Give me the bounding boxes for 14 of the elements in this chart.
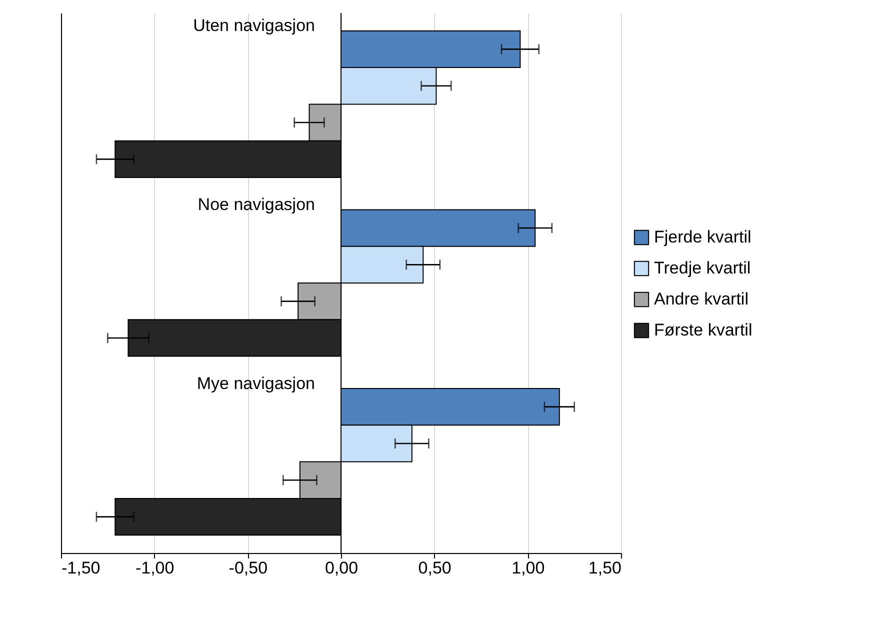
x-tick-label: -1,50	[62, 558, 100, 578]
x-tick-label: 0,00	[324, 558, 358, 578]
y-tick-label: Mye navigasjon	[196, 374, 315, 393]
x-tick-label: 1,00	[512, 558, 545, 578]
legend-label: Tredje kvartil	[654, 258, 751, 278]
legend-label: Første kvartil	[654, 320, 752, 340]
x-tick-label: 1,50	[588, 558, 622, 578]
x-tick-label: 0,50	[418, 558, 452, 578]
legend-label: Fjerde kvartil	[654, 228, 752, 246]
x-tick-label: -1,00	[135, 558, 174, 578]
x-tick-label: -0,50	[228, 558, 268, 578]
y-tick-label: Uten navigasjon	[193, 16, 315, 36]
legend-label: Andre kvartil	[654, 290, 748, 308]
y-tick-label: Noe navigasjon	[198, 195, 315, 214]
